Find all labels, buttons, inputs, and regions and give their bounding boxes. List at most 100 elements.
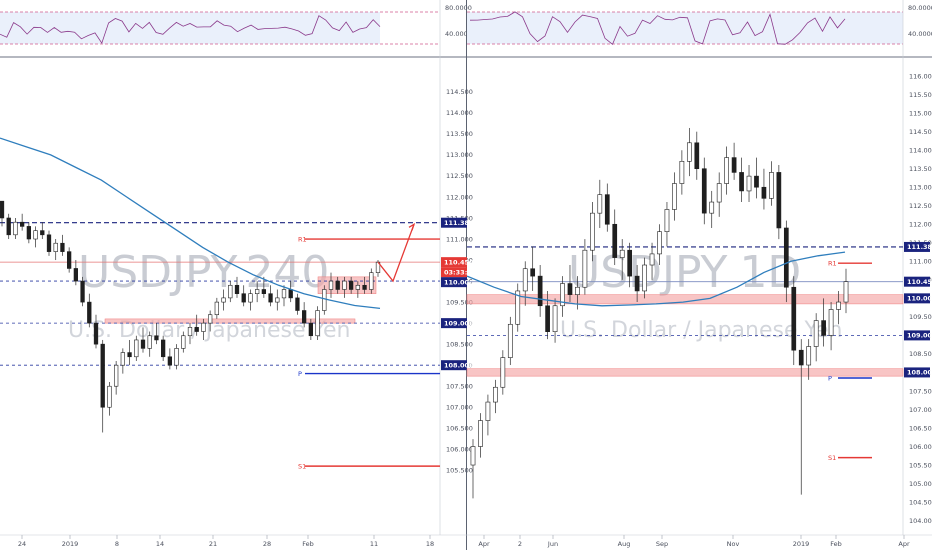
right-price-tick-label: 105.500: [909, 461, 932, 469]
right-candle-body: [679, 161, 685, 184]
right-candle-body: [664, 209, 670, 232]
right-candle-body: [567, 283, 573, 295]
oscillator-line-left: [0, 15, 381, 44]
right-zone: [466, 294, 904, 305]
right-candle-body: [791, 286, 797, 351]
left-price-tick-label: 111.000: [446, 235, 473, 243]
right-candle-body: [522, 268, 528, 292]
left-price-tick-label: 112.500: [446, 172, 473, 180]
oscillator-level-label-upper-left: 80.0000: [445, 4, 472, 12]
right-candle-body: [761, 186, 767, 199]
right-candle-body: [813, 320, 819, 347]
right-price-tag: [904, 367, 930, 378]
left-candle-body: [167, 356, 173, 366]
right-time-tick-label: 2: [518, 540, 522, 548]
left-candle-body: [26, 226, 32, 240]
right-candle-body: [627, 249, 633, 277]
right-time-tick-label: Jun: [547, 540, 558, 548]
left-price-tick-label: 109.500: [446, 298, 473, 306]
left-candle-body: [362, 284, 367, 290]
left-candle-body: [33, 230, 38, 240]
right-candle-body: [739, 172, 744, 192]
right-candle-body: [672, 183, 677, 210]
left-price-tick-label: 112.000: [446, 193, 473, 201]
left-price-tag: [441, 318, 467, 329]
left-candle-body: [288, 289, 293, 299]
left-pivot-label: R1: [298, 235, 307, 243]
oscillator-pane-right[interactable]: 80.0000 40.0000: [467, 4, 932, 45]
projection-arrow-left: [377, 222, 416, 283]
oscillator-level-label-lower-right: 40.0000: [908, 30, 932, 38]
left-candle-body: [342, 280, 347, 290]
right-candle-body: [701, 168, 707, 214]
pivot-lines-left: R1 P S1: [298, 235, 440, 470]
left-candle-body: [127, 352, 132, 358]
left-candle-body: [322, 289, 327, 311]
left-candle-body: [13, 221, 18, 236]
pivot-lines-right: R1 P S1: [828, 259, 872, 462]
right-price-tick-label: 107.000: [909, 406, 932, 414]
right-price-tick-label: 105.000: [909, 480, 932, 488]
right-price-tick-label: 113.500: [909, 165, 932, 173]
right-candle-body: [485, 401, 491, 421]
right-price-tick-label: 107.500: [909, 387, 932, 395]
right-price-tick-label: 114.000: [909, 146, 932, 154]
left-candle-body: [268, 293, 273, 303]
left-candle-body: [248, 293, 253, 303]
watermark-symbol-right: USDJPY 1D: [568, 247, 801, 298]
left-candle-body: [66, 251, 72, 269]
right-time-tick-label: Apr: [478, 540, 490, 548]
candles-left: [0, 200, 381, 433]
right-candle-body: [686, 142, 692, 162]
left-candle-body: [154, 335, 159, 341]
right-candle-body: [590, 212, 595, 251]
oscillator-pane-left[interactable]: 80.0000 40.0000: [0, 4, 472, 45]
right-candle-body: [724, 157, 729, 184]
right-candle-body: [709, 201, 715, 214]
left-projection-arrowhead: [408, 222, 416, 231]
right-candle-body: [582, 249, 588, 288]
left-candle-body: [254, 289, 260, 294]
right-candle-body: [552, 305, 558, 332]
left-price-tag: [441, 277, 467, 288]
right-price-tag-label: 108.000: [907, 369, 932, 377]
right-candle-body: [754, 175, 759, 188]
left-time-tick-label: 18: [426, 540, 434, 548]
right-candle-body: [493, 386, 498, 403]
right-pivot-label: R1: [828, 259, 837, 267]
price-panel-left[interactable]: USDJPY 240 U.S. Dollar / Japanese Yen R1P…: [0, 88, 476, 548]
right-candle-body: [828, 309, 834, 336]
left-time-tick-label: 11: [370, 540, 378, 548]
left-time-tick-label: 24: [18, 540, 26, 548]
right-time-tick-label: Feb: [830, 540, 842, 548]
left-time-tick-label: 21: [209, 540, 217, 548]
left-candle-body: [194, 327, 199, 332]
right-price-tag-label: 111.388: [907, 243, 932, 251]
right-price-tag: [904, 241, 930, 252]
right-pivot-label: S1: [828, 454, 836, 462]
left-price-tick-label: 108.500: [446, 340, 473, 348]
right-candle-body: [619, 249, 625, 258]
right-price-tag-label: 109.000: [907, 332, 932, 340]
right-candle-body: [478, 420, 483, 447]
right-candle-body: [731, 157, 737, 173]
left-time-tick-label: 2019: [62, 540, 79, 548]
right-candle-body: [470, 446, 476, 466]
right-price-tick-label: 108.500: [909, 350, 932, 358]
right-price-tick-label: 111.000: [909, 258, 932, 266]
left-candle-body: [308, 322, 314, 337]
right-time-tick-label: Sep: [656, 540, 668, 548]
right-candle-body: [821, 320, 826, 336]
left-price-tag: [441, 360, 467, 371]
left-price-tick-label: 107.000: [446, 404, 473, 412]
right-price-tag: [904, 330, 930, 341]
right-time-tick-label: Apr: [898, 540, 910, 548]
price-panel-right[interactable]: USDJPY 1D U.S. Dollar / Japanese Yen R1 P S…: [466, 72, 932, 548]
left-projection-path: [377, 224, 415, 283]
left-price-tag-label: 110.450: [444, 258, 474, 266]
left-candle-body: [201, 322, 206, 332]
oscillator-band-left: [0, 12, 380, 44]
left-price-tick-label: 113.500: [446, 130, 473, 138]
left-candle-body: [301, 310, 307, 324]
